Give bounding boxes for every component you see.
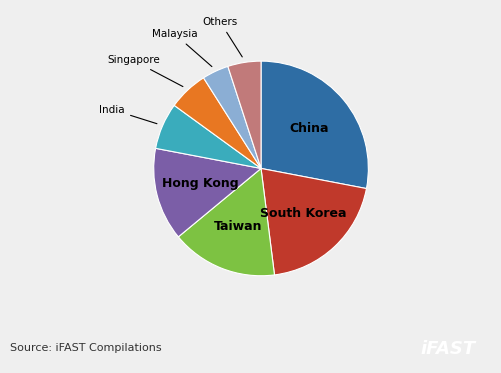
Wedge shape (261, 61, 368, 188)
Wedge shape (227, 61, 261, 169)
Wedge shape (178, 169, 274, 276)
Text: Malaysia: Malaysia (152, 29, 211, 67)
Text: South Korea: South Korea (260, 207, 346, 220)
Wedge shape (155, 105, 261, 169)
Text: Hong Kong: Hong Kong (162, 178, 238, 191)
Wedge shape (153, 148, 261, 237)
Text: iFAST: iFAST (420, 340, 474, 358)
Text: Source: iFAST Compilations: Source: iFAST Compilations (10, 343, 161, 353)
Text: China: China (289, 122, 328, 135)
Wedge shape (203, 66, 261, 169)
Text: India: India (99, 104, 157, 124)
Wedge shape (174, 78, 261, 169)
Wedge shape (261, 169, 366, 275)
Text: Taiwan: Taiwan (213, 220, 262, 233)
Text: Others: Others (202, 17, 242, 57)
Text: Singapore: Singapore (107, 56, 182, 87)
